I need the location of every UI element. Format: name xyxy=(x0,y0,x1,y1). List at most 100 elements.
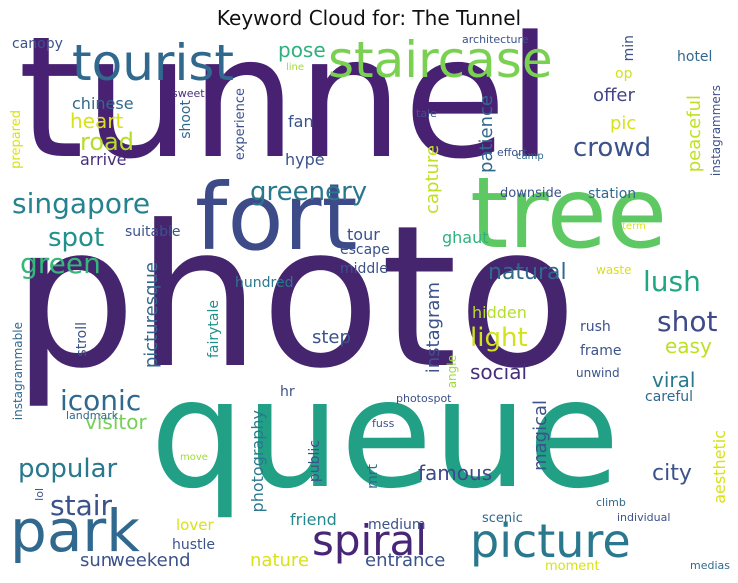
word-suitable: suitable xyxy=(125,224,181,240)
page-title: Keyword Cloud for: The Tunnel xyxy=(216,6,522,30)
word-light: light xyxy=(470,323,528,353)
word-medium: medium xyxy=(368,517,426,533)
word-careful: careful xyxy=(645,389,694,405)
word-lol: lol xyxy=(33,488,46,501)
word-weekend: weekend xyxy=(110,550,191,571)
word-instagrammable: instagrammable xyxy=(11,322,25,421)
word-famous: famous xyxy=(418,461,493,485)
word-chinese: chinese xyxy=(72,94,134,113)
word-photography: photography xyxy=(248,410,267,513)
word-public: public xyxy=(307,440,323,483)
word-popular: popular xyxy=(18,454,118,484)
word-medias: medias xyxy=(690,559,730,572)
word-ghaut: ghaut xyxy=(442,228,489,247)
word-architecture: architecture xyxy=(462,33,529,46)
word-magical: magical xyxy=(530,400,551,471)
word-fort: fort xyxy=(195,164,358,271)
word-picture: picture xyxy=(470,514,631,568)
word-sweet: sweet xyxy=(172,87,205,100)
word-scenic: scenic xyxy=(482,511,523,526)
word-station: station xyxy=(588,186,637,202)
word-hustle: hustle xyxy=(172,537,216,553)
word-shoot: shoot xyxy=(178,100,194,139)
word-experience: experience xyxy=(233,88,248,161)
word-canopy: canopy xyxy=(12,36,63,52)
word-tree: tree xyxy=(470,157,668,271)
word-spiral: spiral xyxy=(312,516,427,565)
word-min: min xyxy=(621,35,637,62)
word-fan: fan xyxy=(288,112,314,131)
word-pose: pose xyxy=(278,38,326,62)
word-iconic: iconic xyxy=(60,384,142,417)
word-term: term xyxy=(622,221,646,232)
word-move: move xyxy=(180,452,208,463)
word-social: social xyxy=(470,360,528,384)
word-pic: pic xyxy=(610,113,637,134)
word-road: road xyxy=(80,128,134,156)
word-friend: friend xyxy=(290,510,337,529)
word-tunnel: tunnel xyxy=(18,0,554,196)
word-downside: downside xyxy=(500,186,562,201)
word-fairytale: fairytale xyxy=(206,300,222,359)
word-hidden: hidden xyxy=(472,303,527,322)
word-photo: photo xyxy=(12,184,578,412)
word-landmark: landmark xyxy=(66,409,119,422)
word-singapore: singapore xyxy=(12,187,151,220)
word-step: step xyxy=(312,327,351,348)
word-city: city xyxy=(652,461,692,486)
word-shot: shot xyxy=(657,305,718,338)
word-photospot: photospot xyxy=(396,392,452,405)
word-op: op xyxy=(615,66,633,82)
word-mrt: mrt xyxy=(365,464,381,489)
word-unwind: unwind xyxy=(576,366,620,380)
word-stroll: stroll xyxy=(74,322,90,357)
word-fuss: fuss xyxy=(372,417,395,430)
word-peaceful: peaceful xyxy=(684,95,705,173)
word-camp: camp xyxy=(516,151,544,162)
word-sun: sun xyxy=(80,550,113,571)
word-patience: patience xyxy=(476,95,497,173)
word-instagrammers: instagrammers xyxy=(709,85,723,177)
word-picturesque: picturesque xyxy=(141,262,162,369)
word-stair: stair xyxy=(50,489,113,522)
word-viral: viral xyxy=(652,368,696,392)
word-nature: nature xyxy=(250,550,309,571)
word-effort: effort xyxy=(497,146,527,159)
word-park: park xyxy=(10,497,140,565)
word-entrance: entrance xyxy=(365,550,446,571)
word-tale: tale xyxy=(416,107,437,120)
word-middle: middle xyxy=(340,261,388,277)
word-lover: lover xyxy=(176,516,214,534)
word-frame: frame xyxy=(580,343,622,359)
word-angle: angle xyxy=(445,355,459,389)
word-arrive: arrive xyxy=(80,150,127,169)
word-aesthetic: aesthetic xyxy=(710,430,729,504)
word-waste: waste xyxy=(596,263,632,277)
word-visitor: visitor xyxy=(85,410,147,434)
word-offer: offer xyxy=(593,85,635,106)
word-queue: queue xyxy=(150,348,620,522)
word-hr: hr xyxy=(280,384,295,400)
word-instagram: instagram xyxy=(423,282,444,374)
word-easy: easy xyxy=(665,334,712,358)
word-tourist: tourist xyxy=(72,34,234,92)
word-natural: natural xyxy=(488,260,567,285)
word-hotel: hotel xyxy=(677,49,713,65)
word-greenery: greenery xyxy=(250,177,368,207)
word-hundred: hundred xyxy=(235,275,294,291)
word-rush: rush xyxy=(580,319,611,335)
word-green: green xyxy=(20,247,101,280)
word-capture: capture xyxy=(422,145,443,214)
word-climb: climb xyxy=(596,496,626,509)
word-hype: hype xyxy=(285,150,325,169)
word-heart: heart xyxy=(70,109,124,133)
word-individual: individual xyxy=(617,511,671,524)
word-staircase: staircase xyxy=(328,31,553,89)
word-escape: escape xyxy=(340,242,390,258)
word-moment: moment xyxy=(545,559,600,574)
word-prepared: prepared xyxy=(9,110,24,169)
word-spot: spot xyxy=(48,223,105,253)
word-tour: tour xyxy=(347,225,380,244)
word-lush: lush xyxy=(643,265,701,298)
